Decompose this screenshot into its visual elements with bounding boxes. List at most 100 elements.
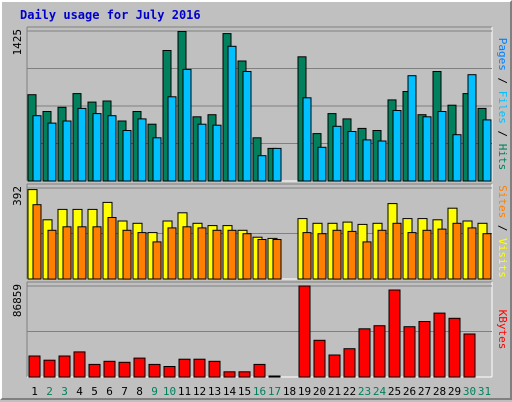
bar-sites-day-30 [467, 227, 477, 280]
bar-sites-day-16 [257, 239, 267, 280]
day-label-1: 1 [31, 385, 38, 398]
bar-files-day-13 [212, 124, 222, 182]
bar-sites-day-3 [62, 226, 72, 280]
bar-sites-day-12 [197, 227, 207, 280]
bar-sites-day-8 [137, 232, 147, 280]
day-label-21: 21 [328, 385, 341, 398]
chart-title: Daily usage for July 2016 [20, 8, 201, 22]
day-label-29: 29 [448, 385, 461, 398]
bar-kbytes-day-29 [448, 317, 461, 378]
bar-kbytes-day-5 [88, 363, 101, 378]
day-label-26: 26 [403, 385, 416, 398]
bar-kbytes-day-1 [28, 355, 41, 378]
legend-hits-separator: / [496, 124, 509, 144]
bar-kbytes-day-3 [58, 355, 71, 378]
legend-hits-hits: Hits [496, 144, 509, 171]
bar-sites-day-9 [152, 241, 162, 280]
day-label-16: 16 [253, 385, 266, 398]
bar-files-day-22 [347, 131, 357, 182]
day-label-6: 6 [106, 385, 113, 398]
bar-files-day-4 [77, 107, 87, 182]
bar-files-day-21 [332, 125, 342, 182]
bar-kbytes-day-4 [73, 351, 86, 378]
day-label-15: 15 [238, 385, 251, 398]
bar-sites-day-13 [212, 229, 222, 280]
legend-hits: Pages / Files / Hits [496, 38, 509, 171]
bar-files-day-8 [137, 118, 147, 182]
bar-files-day-6 [107, 115, 117, 182]
bar-sites-day-26 [407, 232, 417, 280]
bar-files-day-26 [407, 75, 417, 182]
bar-sites-day-15 [242, 233, 252, 280]
ymax-label-kbytes: 86859 [11, 284, 24, 317]
bar-kbytes-day-22 [343, 348, 356, 378]
bar-kbytes-day-26 [403, 326, 416, 378]
bar-kbytes-day-16 [253, 363, 266, 378]
bar-kbytes-day-25 [388, 289, 401, 378]
day-label-7: 7 [121, 385, 128, 398]
legend-visits: Sites / Visits [496, 185, 509, 278]
bar-files-day-27 [422, 116, 432, 182]
bar-kbytes-day-28 [433, 312, 446, 378]
bar-files-day-7 [122, 130, 132, 182]
bar-sites-day-22 [347, 230, 357, 280]
bar-kbytes-day-30 [463, 333, 476, 378]
bar-files-day-11 [182, 68, 192, 182]
ymax-label-hits: 1425 [11, 29, 24, 56]
day-label-22: 22 [343, 385, 356, 398]
bar-kbytes-day-27 [418, 321, 431, 378]
bar-files-day-9 [152, 137, 162, 182]
bar-kbytes-day-14 [223, 371, 236, 378]
bar-sites-day-25 [392, 222, 402, 280]
day-label-31: 31 [478, 385, 491, 398]
bar-kbytes-day-13 [208, 360, 221, 378]
bar-sites-day-20 [317, 233, 327, 280]
day-label-9: 9 [151, 385, 158, 398]
bar-kbytes-day-2 [43, 359, 56, 378]
day-label-28: 28 [433, 385, 446, 398]
day-label-24: 24 [373, 385, 387, 398]
day-label-19: 19 [298, 385, 311, 398]
bar-files-day-30 [467, 74, 477, 182]
bar-kbytes-day-12 [193, 358, 206, 378]
bar-sites-day-29 [452, 222, 462, 280]
bar-kbytes-day-8 [133, 357, 146, 378]
bar-files-day-15 [242, 71, 252, 182]
bar-files-day-5 [92, 113, 102, 182]
bar-sites-day-17 [272, 239, 282, 280]
day-label-13: 13 [208, 385, 221, 398]
bar-kbytes-day-20 [313, 339, 326, 378]
bar-files-day-29 [452, 134, 462, 182]
bar-sites-day-11 [182, 226, 192, 280]
bar-kbytes-day-15 [238, 371, 251, 378]
bar-sites-day-4 [77, 226, 87, 280]
bar-sites-day-5 [92, 226, 102, 280]
day-label-20: 20 [313, 385, 326, 398]
day-label-17: 17 [268, 385, 281, 398]
bar-sites-day-27 [422, 229, 432, 280]
bar-kbytes-day-11 [178, 358, 191, 378]
day-label-12: 12 [193, 385, 206, 398]
bar-files-day-17 [272, 147, 282, 182]
bar-sites-day-24 [377, 229, 387, 280]
bar-files-day-2 [47, 122, 57, 182]
day-label-25: 25 [388, 385, 401, 398]
legend-visits-visits: Visits [496, 238, 509, 278]
day-label-2: 2 [46, 385, 53, 398]
bar-sites-day-10 [167, 227, 177, 280]
bar-files-day-1 [32, 115, 42, 182]
bar-sites-day-23 [362, 241, 372, 280]
bar-kbytes-day-19 [298, 285, 311, 378]
bar-files-day-28 [437, 111, 447, 182]
bar-kbytes-day-23 [358, 328, 371, 378]
bar-files-day-31 [482, 119, 492, 182]
bar-kbytes-day-9 [148, 363, 161, 378]
bar-files-day-3 [62, 120, 72, 182]
bar-sites-day-14 [227, 229, 237, 280]
bar-kbytes-day-24 [373, 325, 386, 378]
legend-kbytes-kbytes: KBytes [496, 310, 509, 350]
day-label-11: 11 [178, 385, 191, 398]
day-label-3: 3 [61, 385, 68, 398]
bar-sites-day-6 [107, 217, 117, 280]
bar-kbytes-day-17 [268, 375, 281, 378]
